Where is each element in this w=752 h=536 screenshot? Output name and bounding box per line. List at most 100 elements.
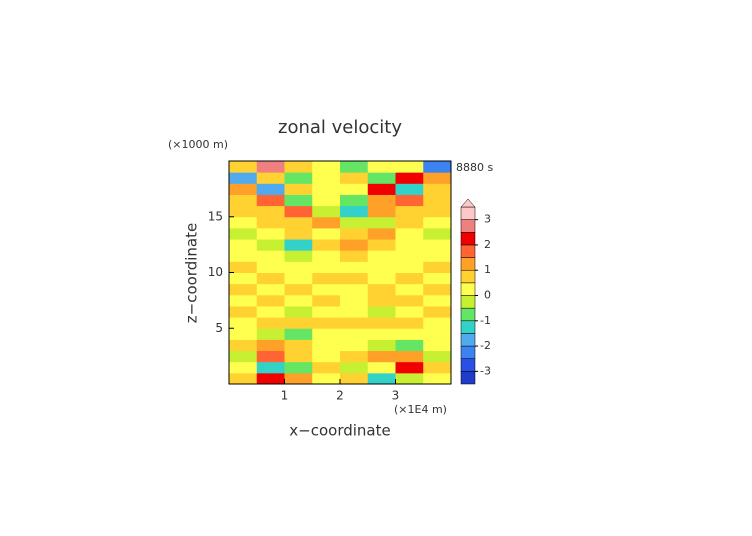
colorbar-tick-label: 3 (484, 213, 491, 226)
field-cell (367, 172, 396, 184)
field-cell (423, 205, 452, 218)
field-cell (312, 305, 341, 318)
field-cell (312, 227, 341, 240)
field-cell (229, 350, 258, 363)
field-cell (395, 261, 424, 273)
colorbar-bin (460, 333, 476, 347)
x-unit: (×1E4 m) (394, 403, 447, 416)
field-cell (256, 194, 285, 207)
field-cell (423, 317, 452, 329)
field-cell (423, 294, 452, 307)
field-cell (312, 194, 341, 207)
field-cell (256, 328, 285, 340)
field-cell (284, 328, 313, 340)
field-cell (312, 283, 341, 296)
field-cell (256, 183, 285, 195)
field-cell (284, 261, 313, 273)
field-cell (312, 350, 341, 363)
field-cell (340, 361, 369, 374)
field-cell (256, 272, 285, 285)
field-cell (256, 261, 285, 273)
field-cell (395, 305, 424, 318)
field-cell (284, 294, 313, 307)
field-cell (229, 272, 258, 285)
field-cell (367, 339, 396, 352)
field-cell (340, 194, 369, 207)
field-cell (367, 161, 396, 173)
field-cell (256, 339, 285, 352)
colorbar-bin (460, 345, 476, 359)
field-cell (340, 294, 369, 307)
field-cell (423, 261, 452, 273)
colorbar-bin (460, 371, 476, 385)
field-cell (367, 294, 396, 307)
field-cell (312, 317, 341, 329)
field-cell (423, 183, 452, 195)
field-cell (340, 205, 369, 218)
field-cell (312, 183, 341, 195)
colorbar-bin (460, 295, 476, 309)
colorbar-tick-label: -3 (480, 364, 491, 377)
field-cell (340, 305, 369, 318)
field-cell (229, 227, 258, 240)
field-cell (312, 239, 341, 251)
colorbar-bin (460, 269, 476, 284)
field-cell (423, 305, 452, 318)
field-cell (367, 261, 396, 273)
field-cell (423, 250, 452, 262)
field-cell (340, 216, 369, 229)
field-cell (256, 283, 285, 296)
field-cell (395, 372, 424, 385)
field-cell (423, 272, 452, 285)
field-cell (229, 239, 258, 251)
field-cell (284, 227, 313, 240)
x-tick-label: 3 (392, 389, 400, 403)
field-cell (395, 216, 424, 229)
field-cell (340, 261, 369, 273)
field-cell (256, 239, 285, 251)
field-cell (256, 216, 285, 229)
field-cell (312, 361, 341, 374)
field-cell (229, 372, 258, 385)
field-cell (284, 172, 313, 184)
field-cell (395, 272, 424, 285)
field-cell (340, 372, 369, 385)
field-cell (340, 161, 369, 173)
field-cell (256, 250, 285, 262)
field-cell (423, 194, 452, 207)
colorbar-bin (460, 244, 476, 258)
field-cell (340, 328, 369, 340)
x-tick-label: 2 (336, 389, 344, 403)
x-tick-label: 1 (281, 389, 289, 403)
field-cell (229, 216, 258, 229)
field-cell (423, 339, 452, 352)
field-cell (423, 161, 452, 173)
field-cell (229, 294, 258, 307)
field-cell (284, 350, 313, 363)
field-cell (256, 350, 285, 363)
field-cell (340, 172, 369, 184)
chart-title: zonal velocity (278, 117, 402, 138)
colorbar-tick-label: 1 (484, 263, 491, 276)
field-cell (340, 183, 369, 195)
colorbar-bin (460, 320, 476, 334)
x-axis-label: x−coordinate (289, 422, 390, 440)
field-cell (367, 250, 396, 262)
field-cell (395, 250, 424, 262)
field-cell (423, 328, 452, 340)
field-cell (284, 283, 313, 296)
field-cell (256, 172, 285, 184)
field-cell (423, 283, 452, 296)
y-tick-label: 5 (215, 321, 223, 335)
field-cell (395, 294, 424, 307)
field-cell (312, 328, 341, 340)
colorbar-bin (460, 358, 476, 372)
field-cell (340, 272, 369, 285)
field-cell (423, 350, 452, 363)
field-cell (312, 272, 341, 285)
field-cell (284, 216, 313, 229)
time-label: 8880 s (456, 161, 493, 174)
field-cell (367, 283, 396, 296)
field-cell (340, 227, 369, 240)
field-cell (229, 283, 258, 296)
